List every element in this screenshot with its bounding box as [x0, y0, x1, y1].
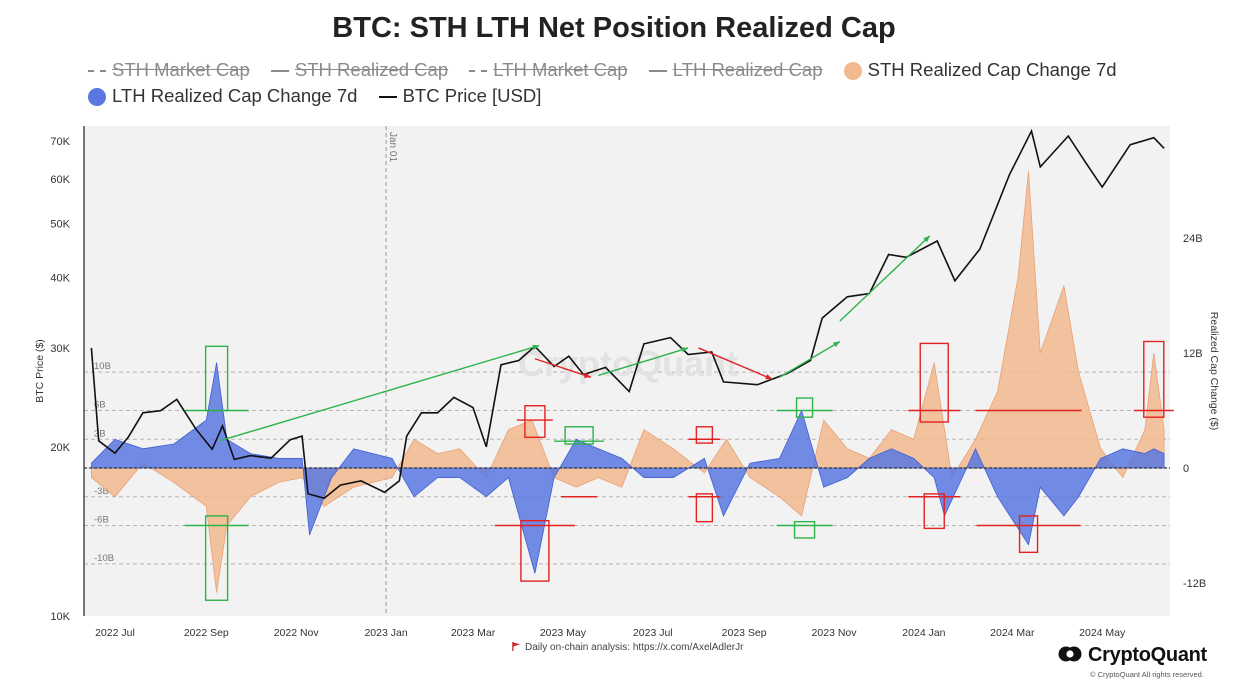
annotation-box: [564, 426, 594, 445]
reference-line-label: -10B: [94, 553, 114, 564]
jan01-marker-label: Jan 01: [387, 132, 398, 162]
legend-label: STH Market Cap: [112, 59, 250, 80]
legend-label: LTH Realized Cap Change 7d: [112, 85, 358, 106]
trend-arrow-line: [219, 344, 540, 442]
y-right-tick-label: 24B: [1183, 233, 1203, 245]
arrowhead-icon: [681, 347, 689, 353]
reference-line-label: 10B: [94, 361, 111, 372]
footer-note-text: Daily on-chain analysis: https://x.com/A…: [525, 642, 744, 653]
copyright-text: © CryptoQuant All rights reserved.: [1090, 670, 1204, 679]
trend-arrow-line: [839, 235, 931, 322]
annotation-box: [524, 405, 546, 439]
annotation-box: [1018, 515, 1039, 554]
legend-label: STH Realized Cap: [294, 59, 449, 80]
legend-item-sth-realized-cap[interactable]: STH Realized Cap: [270, 57, 449, 83]
lth-change-area: [91, 362, 1165, 574]
sth-change-area: [91, 170, 1165, 593]
legend-item-lth-market-cap[interactable]: LTH Market Cap: [469, 57, 628, 83]
arrowhead-icon: [923, 235, 930, 243]
x-tick-label: 2023 May: [540, 627, 587, 639]
btc-price-line: [90, 128, 1165, 500]
y-left-tick-label: 40K: [50, 273, 70, 285]
plot-background: [84, 126, 1170, 616]
y-right-tick-label: -12B: [1183, 578, 1206, 590]
brand-name: CryptoQuant: [1088, 644, 1207, 666]
x-tick-label: 2022 Jul: [95, 627, 135, 639]
x-tick-label: 2023 Jul: [633, 627, 673, 639]
arrowhead-icon: [532, 344, 540, 350]
y-left-tick-label: 50K: [50, 218, 70, 230]
chart-legend: STH Market Cap STH Realized Cap LTH Mark…: [88, 57, 1168, 109]
annotation-box: [919, 342, 949, 423]
legend-item-lth-realized-cap[interactable]: LTH Realized Cap: [648, 57, 823, 83]
annotation-box: [795, 397, 814, 418]
legend-label: BTC Price [USD]: [402, 85, 542, 106]
x-tick-label: 2023 Jan: [364, 627, 407, 639]
flag-icon: [512, 642, 521, 651]
legend-item-btc-price[interactable]: BTC Price [USD]: [378, 83, 542, 109]
y-left-tick-label: 20K: [50, 442, 70, 454]
trend-arrow-line: [779, 340, 841, 378]
annotation-box: [923, 493, 945, 530]
chart-title: BTC: STH LTH Net Position Realized Cap: [332, 12, 896, 44]
line-icon: [648, 70, 667, 73]
y-left-axis-title: BTC Price ($): [34, 339, 46, 403]
x-tick-label: 2024 May: [1079, 627, 1126, 639]
annotation-box: [793, 520, 816, 539]
x-tick-label: 2024 Mar: [990, 627, 1035, 639]
y-left-tick-label: 10K: [50, 611, 70, 623]
brand-logo: CryptoQuant: [1058, 644, 1207, 667]
trend-arrow-line: [698, 347, 773, 380]
line-icon: [270, 70, 289, 73]
annotation-box: [1143, 340, 1165, 418]
legend-label: LTH Realized Cap: [672, 59, 823, 80]
x-tick-label: 2022 Sep: [184, 627, 229, 639]
line-icon: [378, 96, 397, 99]
legend-item-sth-change[interactable]: STH Realized Cap Change 7d: [843, 57, 1117, 83]
y-right-tick-label: 0: [1183, 463, 1189, 475]
arrowhead-icon: [765, 374, 773, 380]
circle-swatch-icon: [843, 62, 862, 81]
reference-line-label: 6B: [94, 400, 106, 411]
annotation-box: [520, 520, 550, 582]
y-left-tick-label: 60K: [50, 174, 70, 186]
y-left-tick-label: 30K: [50, 343, 70, 355]
legend-item-lth-change[interactable]: LTH Realized Cap Change 7d: [88, 83, 357, 109]
trend-arrow-line: [534, 358, 592, 378]
legend-label: STH Realized Cap Change 7d: [867, 59, 1117, 80]
arrowhead-icon: [832, 341, 840, 348]
annotation-box: [695, 493, 714, 523]
x-tick-label: 2023 Nov: [812, 627, 858, 639]
x-tick-label: 2022 Nov: [274, 627, 320, 639]
annotation-box: [695, 426, 714, 444]
annotation-box: [204, 515, 229, 601]
dashed-line-icon: [469, 70, 488, 73]
y-right-tick-label: 12B: [1183, 348, 1203, 360]
dashed-line-icon: [88, 70, 106, 73]
cryptoquant-logo-icon: [1058, 646, 1082, 662]
arrowhead-icon: [583, 372, 591, 378]
reference-line-label: -3B: [94, 486, 109, 497]
legend-label: LTH Market Cap: [493, 59, 628, 80]
x-tick-label: 2024 Jan: [902, 627, 945, 639]
circle-swatch-icon: [88, 88, 106, 107]
x-tick-label: 2023 Sep: [722, 627, 767, 639]
reference-line-label: 3B: [94, 428, 106, 439]
legend-item-sth-market-cap[interactable]: STH Market Cap: [88, 57, 250, 83]
y-left-tick-label: 70K: [50, 136, 70, 148]
footer-note: Daily on-chain analysis: https://x.com/A…: [512, 642, 743, 653]
x-tick-label: 2023 Mar: [451, 627, 496, 639]
trend-arrow-line: [598, 347, 689, 377]
reference-line-label: -6B: [94, 515, 109, 526]
y-right-axis-title: Realized Cap Change ($): [1208, 312, 1220, 430]
